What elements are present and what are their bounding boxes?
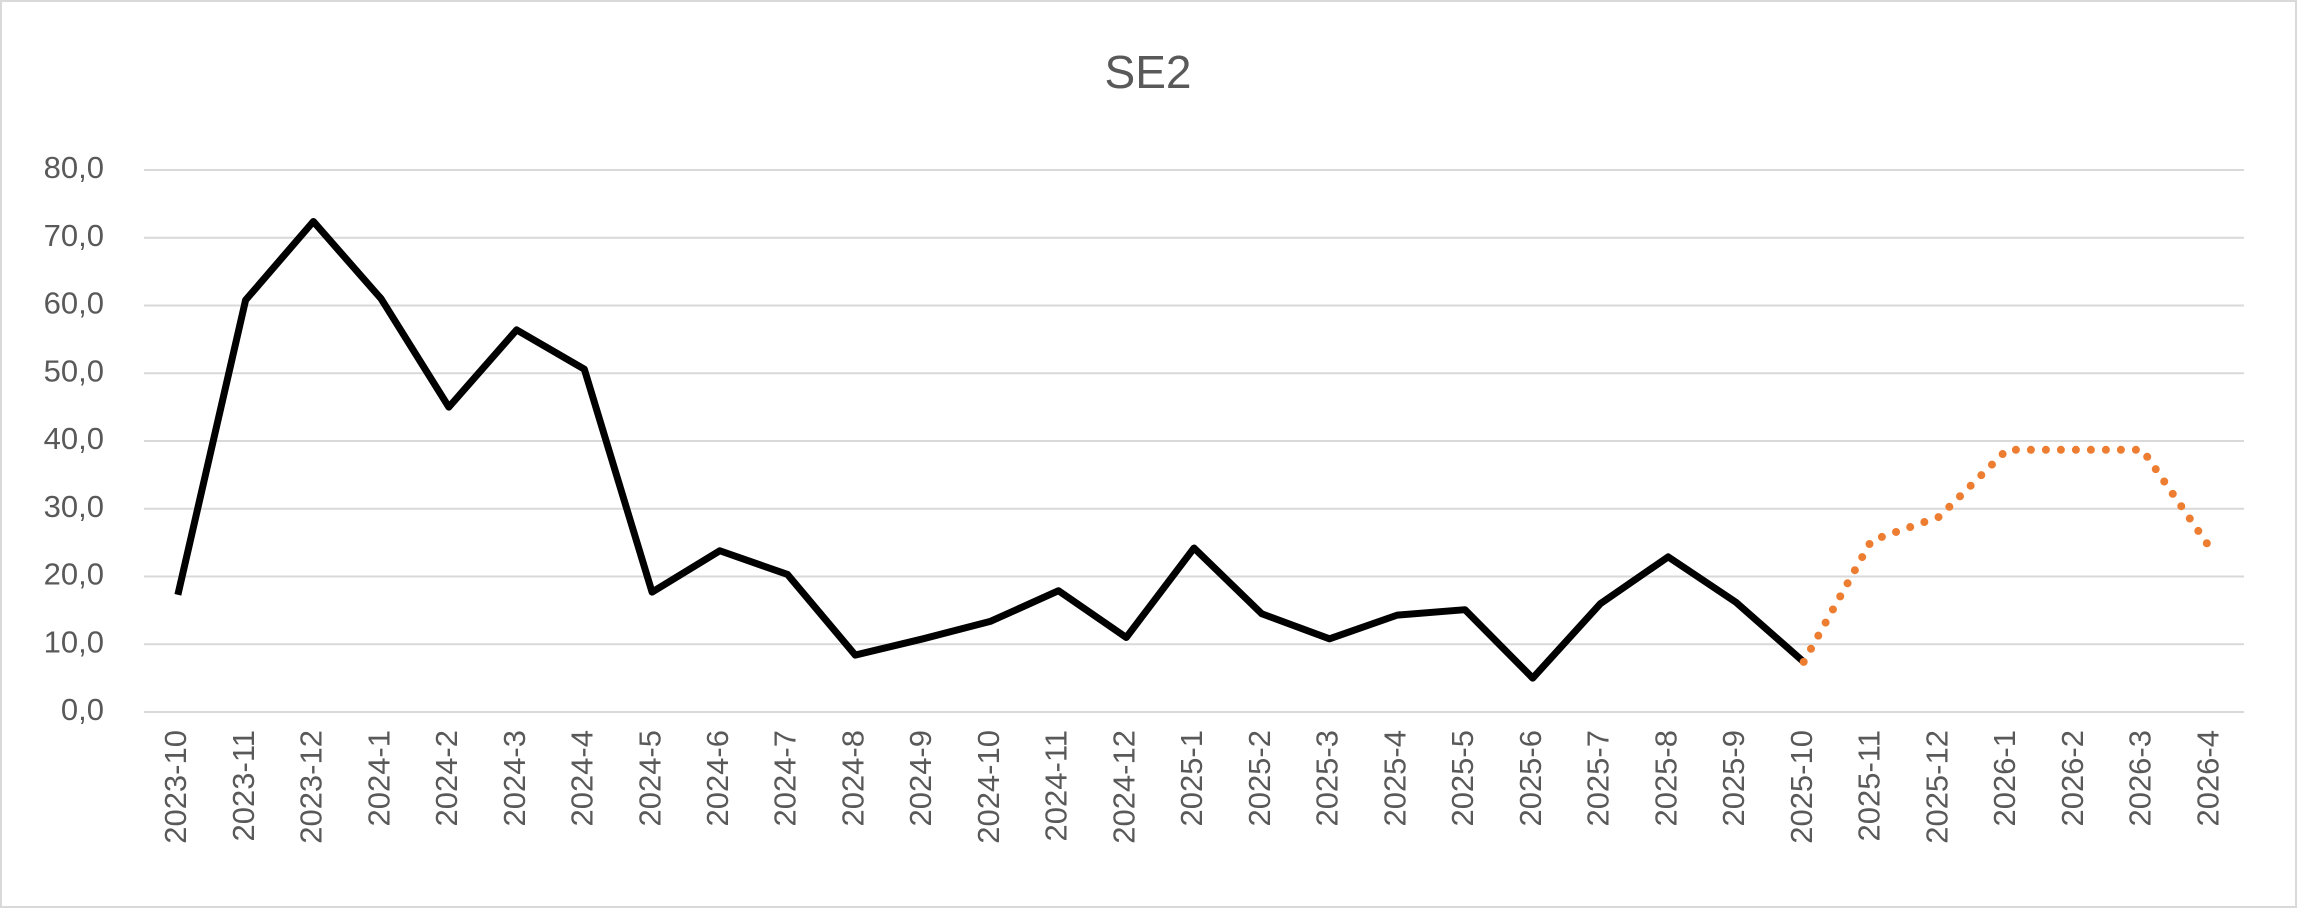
- x-tick-label: 2023-10: [158, 730, 193, 844]
- x-tick-label: 2025-2: [1242, 730, 1277, 827]
- x-tick-label: 2025-3: [1310, 730, 1345, 827]
- x-tick-label: 2026-1: [1987, 730, 2022, 827]
- x-tick-label: 2025-10: [1784, 730, 1819, 844]
- series-line: [174, 217, 1806, 682]
- x-tick-label: 2025-12: [1919, 730, 1954, 844]
- y-tick-label: 40,0: [44, 421, 104, 456]
- x-tick-label: 2024-4: [565, 730, 600, 827]
- y-tick-label: 10,0: [44, 624, 104, 659]
- x-tick-label: 2024-7: [768, 730, 803, 827]
- x-tick-label: 2024-9: [903, 730, 938, 827]
- y-tick-label: 0,0: [61, 692, 104, 727]
- x-tick-label: 2024-12: [1106, 730, 1141, 844]
- x-tick-label: 2023-12: [294, 730, 329, 844]
- y-tick-label: 50,0: [44, 353, 104, 388]
- x-tick-label: 2024-1: [361, 730, 396, 827]
- x-tick-label: 2024-5: [632, 730, 667, 827]
- x-tick-label: 2025-1: [1174, 730, 1209, 827]
- x-tick-label: 2026-4: [2190, 730, 2225, 827]
- x-tick-label: 2025-4: [1377, 730, 1412, 827]
- y-tick-label: 20,0: [44, 557, 104, 592]
- x-tick-label: 2024-2: [429, 730, 464, 827]
- x-tick-label: 2025-9: [1716, 730, 1751, 827]
- x-tick-label: 2023-11: [226, 730, 261, 841]
- y-tick-label: 60,0: [44, 286, 104, 321]
- x-tick-label: 2026-2: [2055, 730, 2090, 827]
- y-tick-label: 70,0: [44, 218, 104, 253]
- x-tick-label: 2024-3: [497, 730, 532, 827]
- x-tick-label: 2025-8: [1648, 730, 1683, 827]
- y-tick-label: 30,0: [44, 489, 104, 524]
- x-tick-label: 2025-7: [1581, 730, 1616, 827]
- x-tick-label: 2025-5: [1445, 730, 1480, 827]
- y-tick-label: 80,0: [44, 150, 104, 185]
- x-tick-label: 2026-3: [2123, 730, 2158, 827]
- x-tick-label: 2024-6: [700, 730, 735, 827]
- series-line: [1799, 445, 2215, 666]
- x-tick-label: 2025-11: [1852, 730, 1887, 841]
- x-tick-label: 2024-10: [971, 730, 1006, 844]
- chart-title: SE2: [1105, 46, 1192, 98]
- x-tick-label: 2024-8: [835, 730, 870, 827]
- x-tick-label: 2024-11: [1039, 730, 1074, 841]
- x-tick-label: 2025-6: [1513, 730, 1548, 827]
